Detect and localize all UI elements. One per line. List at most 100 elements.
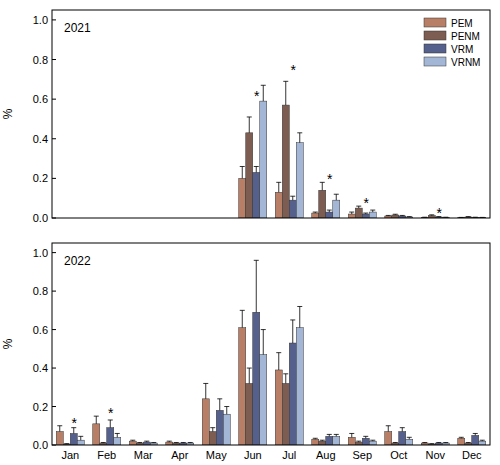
error-bar [210, 428, 215, 432]
bar [107, 428, 114, 445]
y-axis-label: % [1, 338, 15, 349]
error-bar [429, 214, 434, 216]
bar [275, 370, 282, 445]
error-bar [473, 433, 478, 435]
bar [202, 399, 209, 445]
bar [282, 383, 289, 445]
bar [246, 383, 253, 445]
bar [129, 441, 136, 445]
error-bar [443, 442, 448, 444]
bar [399, 432, 406, 445]
x-tick-label: Sep [352, 449, 372, 461]
x-tick-label: Feb [97, 449, 116, 461]
bar [369, 441, 376, 445]
legend-label: PEM [451, 18, 473, 29]
bar [282, 105, 289, 218]
y-tick [52, 59, 56, 60]
y-tick [52, 99, 56, 100]
error-bar [356, 206, 361, 208]
error-bar [400, 428, 405, 432]
error-bar [254, 260, 259, 312]
y-tick-label: 0.8 [33, 54, 48, 66]
bar [253, 312, 260, 445]
panel: 0.00.20.40.60.81.0%2021*****PEMPENMVRMVR… [1, 10, 490, 224]
error-bar [94, 416, 99, 424]
bar [406, 439, 413, 445]
annotation: * [254, 88, 260, 104]
error-bar [261, 85, 266, 101]
bar [275, 192, 282, 218]
error-bar [400, 215, 405, 217]
error-bar [290, 196, 295, 200]
y-tick-label: 1.0 [33, 14, 48, 26]
error-bar [459, 437, 464, 439]
bar [312, 213, 319, 218]
error-bar [57, 426, 62, 432]
error-bar [320, 182, 325, 190]
bar [296, 328, 303, 445]
bar [223, 414, 230, 445]
annotation: * [72, 415, 78, 431]
chart: 0.00.20.40.60.81.0%2021*****PEMPENMVRMVR… [0, 0, 500, 465]
error-bar [240, 166, 245, 178]
annotation: * [327, 171, 333, 187]
error-bar [386, 215, 391, 217]
error-bar [137, 442, 142, 444]
error-bar [313, 438, 318, 440]
y-tick-label: 0.6 [33, 324, 48, 336]
error-bar [101, 442, 106, 444]
error-bar [283, 81, 288, 105]
error-bar [334, 194, 339, 200]
bar [319, 441, 326, 445]
y-tick [52, 252, 56, 253]
bar [93, 424, 100, 445]
error-bar [363, 213, 368, 215]
error-bar [188, 442, 193, 444]
bar [362, 438, 369, 445]
panel-title: 2021 [64, 21, 91, 35]
bar [289, 343, 296, 445]
bar [77, 440, 84, 445]
bar [70, 433, 77, 445]
bar [239, 178, 246, 218]
y-tick [52, 178, 56, 179]
annotation: * [437, 205, 443, 221]
error-bar [283, 374, 288, 384]
x-tick-label: Oct [390, 449, 407, 461]
y-tick-label: 0.2 [33, 401, 48, 413]
error-bar [363, 436, 368, 438]
bar [355, 208, 362, 218]
error-bar [276, 182, 281, 192]
error-bar [130, 440, 135, 442]
y-tick [52, 19, 56, 20]
x-tick-label: May [206, 449, 227, 461]
x-tick-label: Nov [425, 449, 445, 461]
bar [296, 143, 303, 218]
error-bar [407, 216, 412, 217]
error-bar [247, 117, 252, 133]
bar [319, 190, 326, 218]
error-bar [78, 436, 83, 440]
panel-title: 2022 [64, 254, 91, 268]
bar [253, 172, 260, 218]
marks [239, 81, 486, 218]
x-tick-label: Mar [134, 449, 153, 461]
bar [472, 435, 479, 445]
bar [289, 200, 296, 218]
bar [385, 432, 392, 445]
error-bar [64, 443, 69, 444]
bar [209, 432, 216, 445]
error-bar [254, 166, 259, 172]
error-bar [349, 433, 354, 437]
y-tick-label: 0.0 [33, 212, 48, 224]
y-tick [52, 291, 56, 292]
bar [479, 441, 486, 445]
x-tick-label: Jul [282, 449, 296, 461]
error-bar [290, 320, 295, 343]
x-tick-label: Jun [244, 449, 262, 461]
error-bar [466, 216, 471, 217]
error-bar [320, 440, 325, 442]
panel: 0.00.20.40.60.81.0%JanFebMarAprMayJunJul… [1, 243, 490, 461]
bar [326, 212, 333, 218]
error-bar [327, 434, 332, 436]
